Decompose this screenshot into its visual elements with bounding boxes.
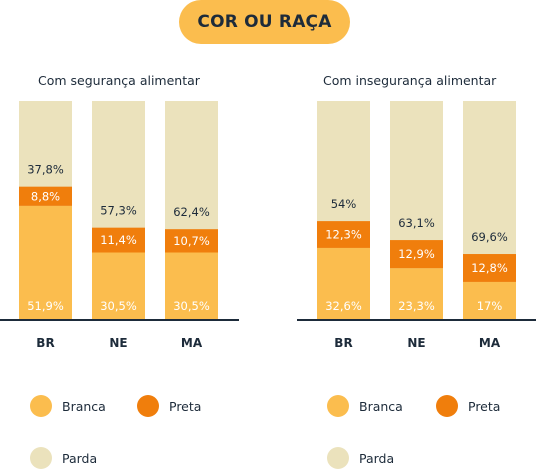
data-label-branca-ne: 23,3% <box>398 299 435 313</box>
legend-branca-left: Branca <box>30 395 106 417</box>
category-label-ma: MA <box>181 336 203 350</box>
legend-swatch-parda <box>327 447 349 469</box>
data-label-branca-ma: 17% <box>477 299 503 313</box>
bar-preta-br <box>317 221 370 248</box>
data-label-branca-br: 32,6% <box>325 299 362 313</box>
category-label-ne: NE <box>109 336 127 350</box>
data-label-preta-ne: 12,9% <box>398 247 435 261</box>
legend-label-parda: Parda <box>62 450 98 466</box>
bar-branca-ma <box>463 281 516 319</box>
legend-swatch-branca <box>30 395 52 417</box>
bar-branca-br <box>317 247 370 319</box>
bar-branca-ne <box>92 252 145 319</box>
data-label-parda-ne: 57,3% <box>100 204 137 218</box>
legend-preta-left: Preta <box>137 395 201 417</box>
data-label-parda-br: 37,8% <box>27 163 64 177</box>
bar-preta-ne <box>92 227 145 253</box>
data-label-branca-ne: 30,5% <box>100 299 137 313</box>
category-label-br: BR <box>36 336 54 350</box>
bar-preta-ma <box>463 254 516 282</box>
legend-parda-left: Parda <box>30 447 97 469</box>
chart-title-food-insecurity: Com insegurança alimentar <box>323 73 497 88</box>
data-label-preta-ma: 12,8% <box>471 261 508 275</box>
legend-swatch-preta <box>436 395 458 417</box>
bar-branca-ne <box>390 268 443 319</box>
legend-label-branca: Branca <box>359 398 403 414</box>
legend-label-parda: Parda <box>359 450 395 466</box>
bar-preta-br <box>19 186 72 206</box>
data-label-parda-ma: 62,4% <box>173 205 210 219</box>
page-title-badge: COR OU RAÇA <box>179 0 350 44</box>
data-label-parda-br: 54% <box>331 197 357 211</box>
legend-parda-right: Parda <box>327 447 394 469</box>
data-label-preta-ne: 11,4% <box>100 233 137 247</box>
chart-title-food-security: Com segurança alimentar <box>38 73 200 88</box>
data-label-branca-br: 51,9% <box>27 299 64 313</box>
legend-swatch-parda <box>30 447 52 469</box>
bar-branca-ma <box>165 252 218 319</box>
data-label-preta-br: 12,3% <box>325 228 362 242</box>
category-label-br: BR <box>334 336 352 350</box>
data-label-branca-ma: 30,5% <box>173 299 210 313</box>
bar-preta-ma <box>165 229 218 253</box>
legend-label-preta: Preta <box>468 398 501 414</box>
page-title: COR OU RAÇA <box>197 12 332 32</box>
data-label-parda-ma: 69,6% <box>471 230 508 244</box>
legend-swatch-preta <box>137 395 159 417</box>
category-label-ne: NE <box>407 336 425 350</box>
category-label-ma: MA <box>479 336 501 350</box>
legend-branca-right: Branca <box>327 395 403 417</box>
legend-preta-right: Preta <box>436 395 500 417</box>
legend-swatch-branca <box>327 395 349 417</box>
legend-label-preta: Preta <box>169 398 202 414</box>
bar-preta-ne <box>390 240 443 269</box>
bar-branca-br <box>19 205 72 319</box>
data-label-parda-ne: 63,1% <box>398 216 435 230</box>
data-label-preta-ma: 10,7% <box>173 234 210 248</box>
data-label-preta-br: 8,8% <box>31 189 60 203</box>
legend-label-branca: Branca <box>62 398 106 414</box>
